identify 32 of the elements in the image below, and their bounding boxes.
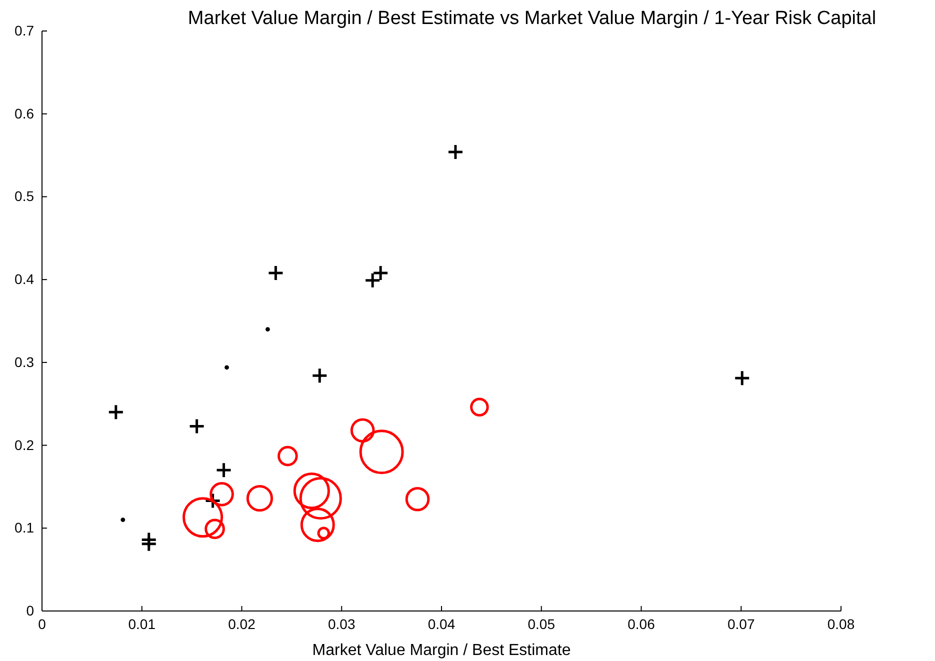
x-tick-label: 0 (38, 616, 46, 632)
point (267, 264, 284, 282)
x-tick-label: 0.02 (228, 616, 256, 632)
point (311, 367, 328, 384)
point (140, 536, 158, 552)
x-tick-label: 0.08 (827, 616, 855, 632)
y-tick-label: 0.6 (14, 105, 34, 122)
x-tick-label: 0.07 (728, 616, 755, 632)
y-tick-label: 0 (26, 602, 34, 618)
y-tick-label: 0.1 (14, 520, 34, 536)
point (108, 404, 124, 420)
point (216, 462, 232, 478)
x-tick-label: 0.03 (328, 616, 356, 632)
y-tick-label: 0.2 (14, 436, 34, 453)
point (372, 264, 389, 282)
point (447, 144, 464, 160)
x-axis-title: Market Value Margin / Best Estimate (312, 642, 571, 659)
x-tick-label: 0.04 (428, 616, 456, 632)
y-tick-label: 0.5 (14, 188, 34, 204)
point (224, 365, 229, 370)
x-tick-label: 0.05 (528, 616, 556, 632)
point (120, 518, 126, 522)
point (188, 418, 206, 434)
point (266, 327, 270, 332)
y-tick-label: 0.3 (14, 354, 34, 370)
y-tick-label: 0.4 (14, 271, 34, 288)
chart-title: Market Value Margin / Best Estimate vs Market Value Margin / 1-Year Risk Capital (188, 8, 876, 29)
x-tick-label: 0.06 (628, 616, 656, 632)
x-tick-label: 0.01 (128, 616, 156, 632)
y-tick-label: 0.7 (14, 22, 34, 38)
point (734, 370, 750, 386)
point (364, 272, 381, 289)
